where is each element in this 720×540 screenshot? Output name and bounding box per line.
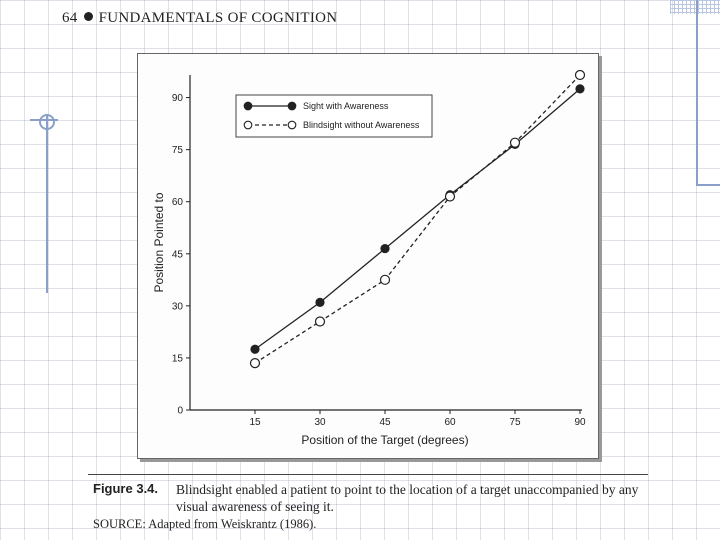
- x-tick-label: 60: [444, 417, 456, 428]
- decorative-circle-icon: [39, 114, 55, 130]
- figure-caption: Blindsight enabled a patient to point to…: [176, 482, 639, 514]
- x-tick-label: 90: [574, 417, 586, 428]
- legend-label: Sight with Awareness: [303, 101, 389, 111]
- chart-axes: 15 30 45 60 75 90 0 15 30 45 60 75 90 Position of the…: [152, 75, 586, 447]
- legend-marker-left: [243, 101, 253, 111]
- y-axis-title: Position Pointed to: [152, 192, 166, 292]
- x-tick-label: 75: [509, 417, 521, 428]
- bullet-icon: [83, 12, 93, 21]
- y-tick-label: 45: [172, 249, 184, 260]
- point-sight-with-awareness: [380, 243, 390, 254]
- point-sight-with-awareness: [315, 297, 325, 307]
- point-blindsight: [249, 358, 261, 369]
- legend-marker-left: [243, 120, 253, 130]
- y-tick-label: 60: [172, 197, 184, 208]
- series-line-blindsight: [254, 74, 581, 364]
- y-tick-label: 75: [172, 145, 184, 156]
- point-blindsight: [314, 316, 326, 327]
- y-tick-label: 15: [172, 353, 184, 364]
- running-head: FUNDAMENTALS OF COGNITION: [98, 10, 338, 26]
- figure-label: Figure 3.4.: [93, 481, 159, 496]
- point-blindsight: [379, 274, 391, 285]
- chart-series-lines: [254, 74, 581, 364]
- y-tick-label: 30: [172, 301, 184, 312]
- decorative-corner-pattern: [670, 0, 720, 14]
- point-sight-with-awareness: [575, 84, 585, 94]
- figure-source: SOURCE: Adapted from Weiskrantz (1986).: [93, 517, 317, 531]
- page-header: 64 FUNDAMENTALS OF COGNITION: [62, 10, 337, 27]
- x-tick-label: 30: [314, 417, 326, 428]
- point-sight-with-awareness: [250, 344, 260, 354]
- legend-label: Blindsight without Awareness: [303, 120, 420, 130]
- decorative-right-line: [696, 0, 698, 186]
- x-tick-label: 15: [249, 417, 261, 428]
- legend-box: [235, 94, 433, 138]
- decorative-left-line: [46, 115, 48, 293]
- chart-legend: Sight with Awareness Blindsight without A…: [235, 94, 433, 138]
- decorative-right-crossbar: [696, 184, 720, 186]
- chart-points: [249, 69, 586, 369]
- page-number: 64: [62, 10, 78, 26]
- x-tick-label: 45: [379, 417, 391, 428]
- series-line-sight-with-awareness: [254, 88, 581, 350]
- point-blindsight: [444, 191, 456, 202]
- y-tick-label: 90: [172, 93, 184, 104]
- legend-marker-right: [287, 101, 297, 111]
- x-axis-title: Position of the Target (degrees): [301, 433, 468, 447]
- caption-rule: [88, 474, 648, 475]
- legend-marker-right: [287, 120, 297, 130]
- point-blindsight: [574, 69, 586, 81]
- point-blindsight: [509, 137, 521, 148]
- y-tick-label: 0: [177, 406, 183, 417]
